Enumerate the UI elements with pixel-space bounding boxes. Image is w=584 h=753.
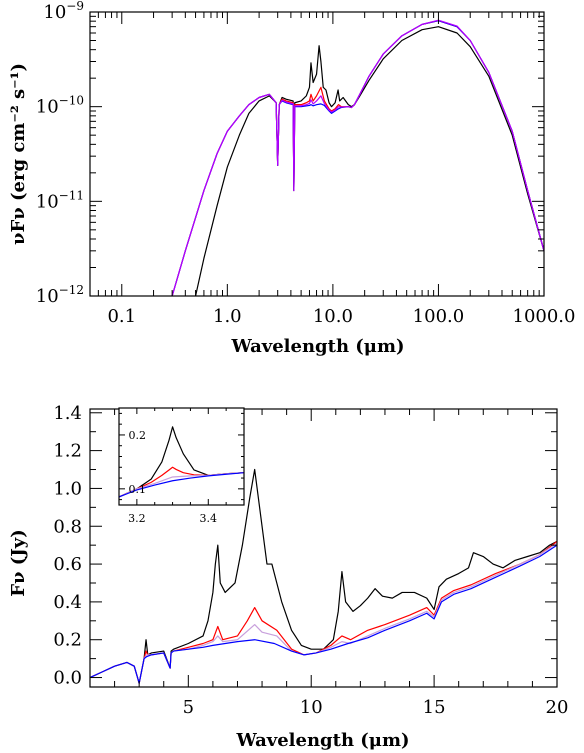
inset-chart: 3.2 3.4 0.1 0.2	[118, 407, 245, 525]
top-x-tick-label: 1000.0	[513, 306, 576, 327]
inset-series-group	[119, 426, 244, 498]
top-series-3-line	[171, 20, 544, 296]
bottom-y-axis-title: Fν (Jy)	[8, 529, 29, 597]
top-y-tick-label: 10−9	[43, 0, 84, 23]
bottom-ticks	[90, 409, 558, 687]
bottom-x-tick-label: 15	[423, 697, 446, 718]
bottom-series-4-line	[90, 544, 557, 684]
bottom-panel: 5 10 15 20 0.0 0.2 0.4 0.6 0.8 1.0 1.2 1.4 Waveleng…	[8, 403, 568, 751]
top-x-tick-label: 1.0	[213, 306, 242, 327]
top-series-1-line	[194, 26, 544, 296]
top-x-tick-label: 10.0	[313, 306, 353, 327]
inset-ticks	[119, 408, 244, 505]
bottom-series-1-line	[90, 468, 557, 684]
bottom-series-3-line	[90, 542, 557, 684]
bottom-x-axis-title: Wavelength (μm)	[235, 730, 409, 751]
bottom-series-2-line	[90, 540, 557, 684]
bottom-series-group	[90, 468, 557, 684]
inset-x-tick-label: 3.4	[200, 512, 218, 525]
bottom-y-tick-label: 0.0	[53, 668, 82, 689]
bottom-y-tick-label: 0.2	[53, 630, 82, 651]
top-ticks	[90, 11, 545, 297]
inset-y-tick-label: 0.2	[129, 429, 147, 442]
bottom-y-tick-label: 0.6	[53, 554, 82, 575]
top-y-tick-label: 10−10	[36, 94, 84, 118]
bottom-tick-labels: 5 10 15 20 0.0 0.2 0.4 0.6 0.8 1.0 1.2 1.4	[53, 403, 568, 718]
top-series-4-line	[171, 19, 544, 296]
bottom-plot-frame	[89, 408, 558, 688]
bottom-y-tick-label: 0.4	[53, 592, 82, 613]
top-y-tick-label: 10−11	[36, 188, 84, 212]
bottom-x-tick-label: 10	[300, 697, 323, 718]
bottom-x-tick-label: 20	[546, 697, 569, 718]
bottom-y-tick-label: 1.0	[53, 478, 82, 499]
bottom-y-tick-label: 0.8	[53, 516, 82, 537]
top-x-tick-label: 100.0	[413, 306, 465, 327]
top-series-group	[171, 19, 544, 296]
top-x-axis-title: Wavelength (μm)	[230, 336, 404, 357]
top-y-axis-title: νFν (erg cm⁻² s⁻¹)	[8, 63, 29, 245]
inset-y-tick-label: 0.1	[129, 483, 147, 496]
top-tick-labels: 0.1 1.0 10.0 100.0 1000.0 10−12 10−11 10−10 10−9	[36, 0, 576, 327]
inset-series-4-line	[119, 472, 244, 498]
top-y-tick-label: 10−12	[36, 283, 84, 307]
bottom-x-tick-label: 5	[183, 697, 194, 718]
top-x-tick-label: 0.1	[107, 306, 136, 327]
inset-x-tick-label: 3.2	[128, 512, 146, 525]
bottom-y-tick-label: 1.4	[53, 403, 82, 424]
top-panel: 0.1 1.0 10.0 100.0 1000.0 10−12 10−11 10−10 10−9…	[8, 0, 575, 357]
inset-tick-labels: 3.2 3.4 0.1 0.2	[128, 429, 217, 525]
top-series-2-line	[171, 20, 544, 296]
bottom-y-tick-label: 1.2	[53, 441, 82, 462]
